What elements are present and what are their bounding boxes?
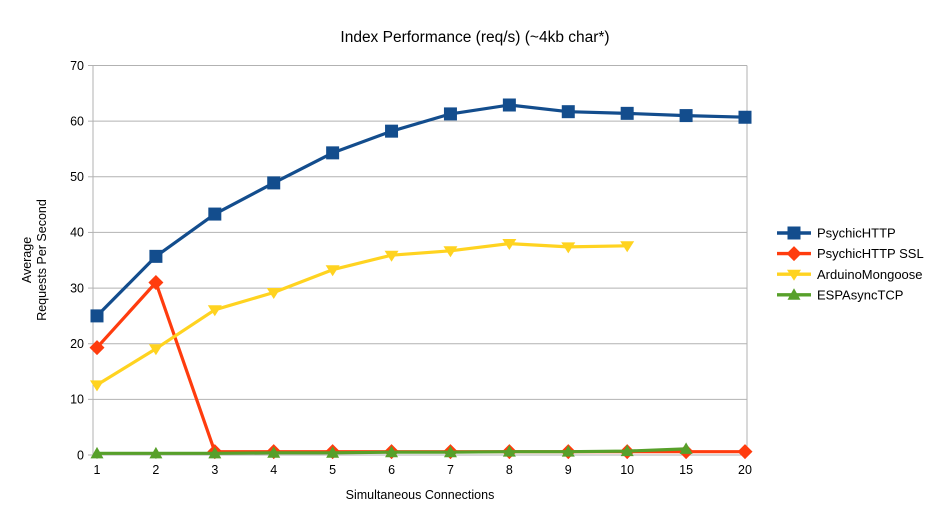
x-tick-label: 20 [738, 463, 752, 477]
triangle-up-marker [620, 444, 634, 457]
legend-item: ArduinoMongoose [777, 267, 923, 282]
triangle-up-marker [326, 446, 340, 458]
triangle-up-marker [90, 446, 104, 459]
square-marker [149, 249, 163, 263]
square-marker [443, 107, 457, 121]
x-tick-label: 15 [679, 463, 693, 477]
triangle-down-marker [443, 246, 458, 258]
x-tick-label: 8 [506, 463, 513, 477]
diamond-marker [89, 340, 105, 356]
series-line [95, 103, 746, 318]
series-arduinomongoose [90, 239, 635, 392]
x-tick-label: 4 [270, 463, 277, 477]
triangle-down-marker [266, 288, 281, 300]
x-tick-label: 9 [565, 463, 572, 477]
series-line [95, 280, 745, 454]
y-axis-title: Average Requests Per Second [20, 199, 49, 321]
x-tick-label: 7 [447, 463, 454, 477]
triangle-up-marker [385, 445, 399, 458]
square-marker [385, 124, 399, 138]
y-tick-label: 10 [70, 393, 84, 407]
series-espasynctcp [90, 442, 693, 459]
y-axis-ticks: 0 10 20 30 40 50 60 70 [70, 59, 93, 462]
triangle-down-marker [561, 242, 576, 254]
square-marker [787, 226, 801, 240]
legend-item: PsychicHTTP SSL [777, 246, 924, 261]
legend-item: PsychicHTTP [777, 226, 896, 241]
legend-item: ESPAsyncTCP [777, 287, 903, 302]
triangle-up-marker [149, 446, 163, 459]
square-marker [267, 176, 281, 190]
y-tick-label: 40 [70, 226, 84, 240]
chart-title: Index Performance (req/s) (~4kb char*) [340, 29, 609, 46]
square-marker [208, 207, 222, 221]
series-psychichttp [90, 98, 752, 323]
x-axis-ticks: 1 2 3 4 5 6 7 8 9 10 15 20 [94, 455, 752, 477]
legend-label: PsychicHTTP SSL [817, 246, 924, 261]
legend-label: ArduinoMongoose [817, 267, 923, 282]
y-tick-label: 60 [70, 114, 84, 128]
triangle-up-marker [208, 446, 222, 459]
diamond-marker [786, 246, 802, 262]
triangle-up-marker [679, 442, 693, 454]
triangle-up-marker [443, 445, 457, 458]
x-tick-label: 5 [329, 463, 336, 477]
square-marker [620, 106, 634, 120]
triangle-down-marker [148, 344, 163, 356]
legend: PsychicHTTP PsychicHTTP SSL ArduinoMongoos… [777, 226, 924, 302]
triangle-down-marker [502, 239, 517, 251]
triangle-down-marker [787, 269, 801, 281]
y-axis-title-line1: Average [20, 237, 34, 283]
triangle-up-marker [561, 445, 575, 457]
square-marker [502, 98, 516, 112]
legend-label: PsychicHTTP [817, 226, 896, 241]
x-axis-title: Simultaneous Connections [346, 488, 495, 502]
legend-label: ESPAsyncTCP [817, 287, 903, 302]
series-lines [89, 98, 753, 460]
series-line [96, 242, 628, 387]
triangle-down-marker [325, 265, 340, 277]
square-marker [561, 105, 575, 119]
triangle-down-marker [207, 305, 222, 317]
x-tick-label: 10 [620, 463, 634, 477]
triangle-down-marker [620, 241, 635, 253]
y-tick-label: 70 [70, 59, 84, 73]
x-tick-label: 6 [388, 463, 395, 477]
y-tick-label: 0 [77, 448, 84, 462]
square-marker [738, 110, 752, 124]
square-marker [90, 309, 104, 323]
x-tick-label: 2 [152, 463, 159, 477]
x-tick-label: 1 [94, 463, 101, 477]
diamond-marker [737, 444, 753, 460]
triangle-up-marker [787, 288, 801, 300]
y-tick-label: 30 [70, 281, 84, 295]
square-marker [326, 146, 340, 160]
y-tick-label: 50 [70, 170, 84, 184]
triangle-up-marker [502, 445, 516, 457]
y-tick-label: 20 [70, 337, 84, 351]
y-axis-title-line2: Requests Per Second [35, 199, 49, 321]
gridlines [92, 65, 748, 456]
diamond-marker [148, 275, 164, 291]
series-psychichttp-ssl [89, 275, 753, 460]
square-marker [679, 109, 693, 123]
triangle-down-marker [384, 250, 399, 262]
x-tick-label: 3 [211, 463, 218, 477]
triangle-up-marker [267, 446, 281, 458]
triangle-down-marker [90, 380, 104, 392]
